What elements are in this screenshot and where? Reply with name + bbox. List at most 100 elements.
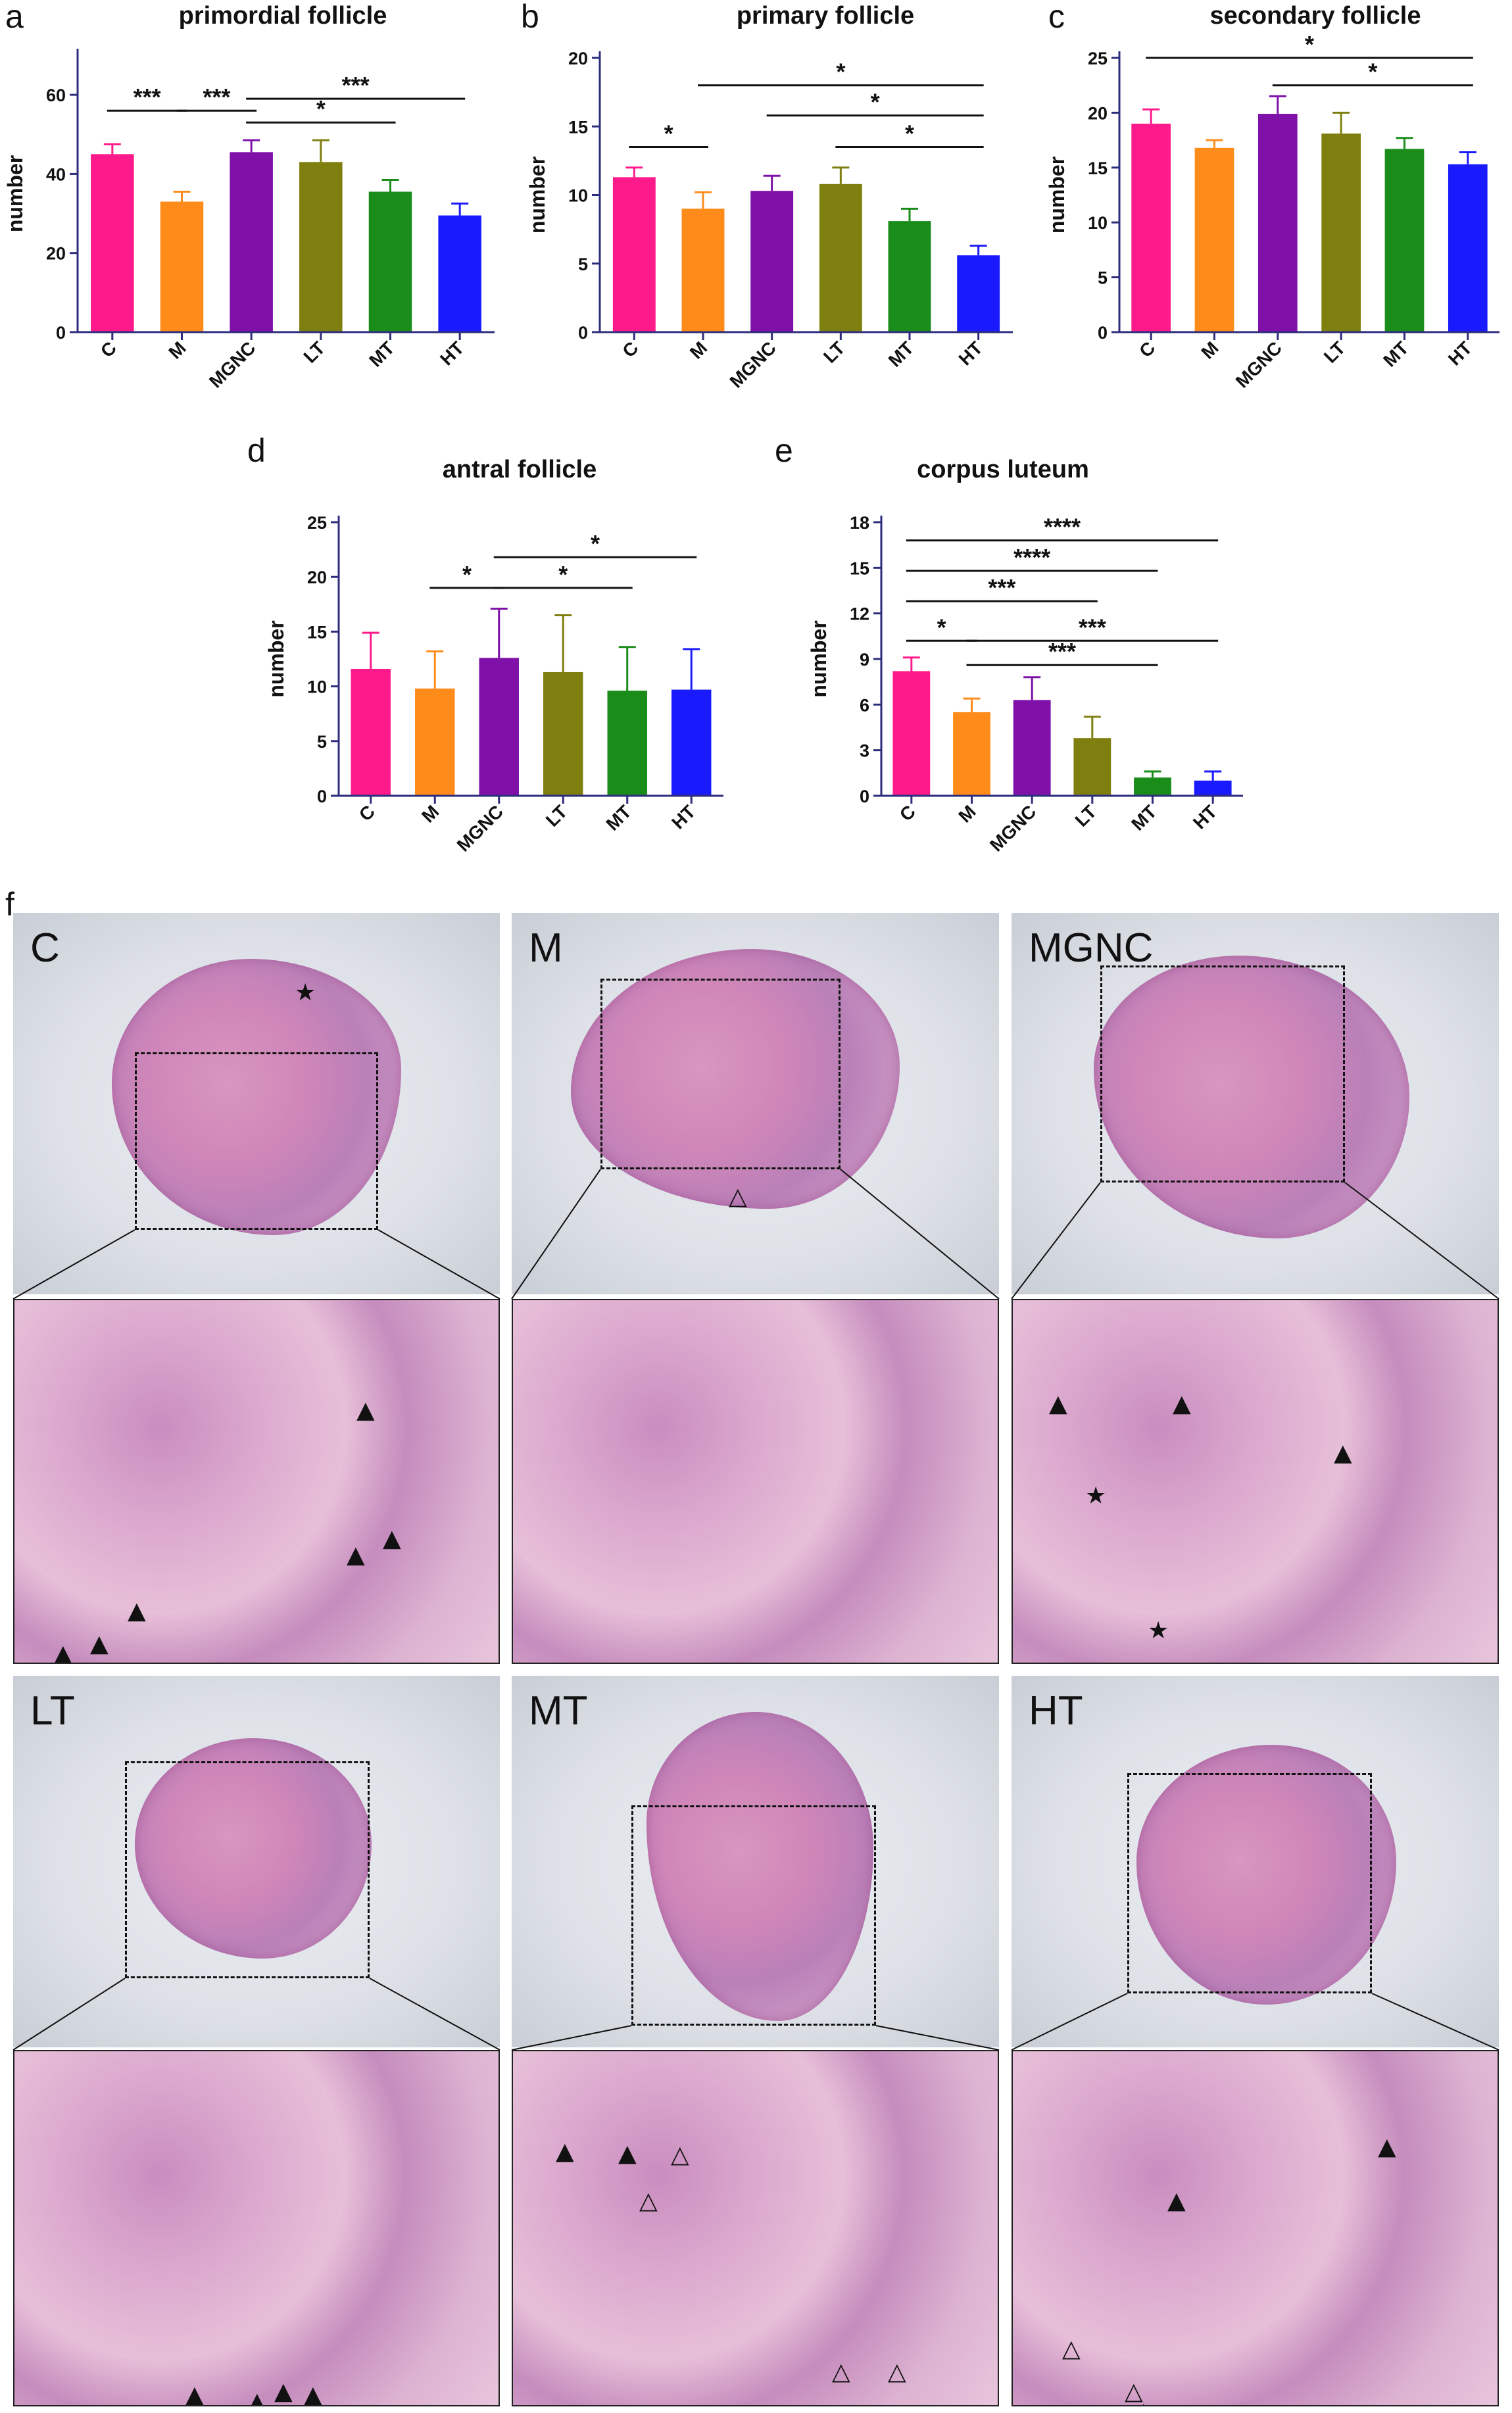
y-tick-label: 12 — [850, 604, 869, 624]
y-axis-label: number — [264, 620, 288, 697]
panel-label: LT — [30, 1688, 75, 1734]
significance-label: * — [1305, 31, 1314, 58]
x-tick-label: C — [355, 801, 379, 825]
x-tick-label: C — [896, 801, 919, 825]
follicle-triangle-marker: ▲ — [185, 2381, 204, 2406]
y-tick-label: 20 — [307, 568, 327, 587]
bar-mt — [1134, 777, 1171, 796]
x-tick-label: MT — [1379, 337, 1413, 371]
micrograph-overview-ht: HT — [1012, 1676, 1499, 2047]
micrograph-magnified-mt: ▲ ▲ △ △ △ △ — [512, 2050, 999, 2406]
x-tick-label: MGNC — [205, 337, 259, 391]
bar-mt — [368, 191, 412, 332]
x-tick-label: LT — [1320, 337, 1350, 367]
y-tick-label: 20 — [1088, 103, 1108, 123]
x-tick-label: LT — [819, 337, 849, 367]
significance-label: * — [905, 120, 914, 147]
significance-label: *** — [988, 574, 1015, 601]
x-tick-label: C — [97, 337, 120, 361]
significance-label: *** — [203, 84, 230, 110]
corpus-luteum-star-marker: ★ — [295, 979, 316, 1006]
bar-m — [415, 688, 455, 796]
y-tick-label: 6 — [860, 695, 869, 715]
follicle-triangle-marker: ▲ — [54, 1640, 72, 1664]
significance-label: **** — [1013, 544, 1050, 571]
significance-label: * — [871, 89, 880, 116]
bar-mgnc — [479, 658, 519, 796]
x-tick-label: MT — [365, 337, 399, 371]
x-tick-label: MT — [885, 337, 918, 371]
follicle-triangle-marker: ▲ — [1049, 1390, 1067, 1417]
bar-c — [612, 177, 656, 332]
micrograph-magnified-lt: ▲ ▲ ▲ ▲ — [13, 2050, 500, 2406]
y-tick-label: 20 — [46, 244, 66, 264]
y-tick-label: 10 — [568, 186, 588, 206]
y-axis-label: number — [807, 620, 831, 697]
bar-lt — [819, 183, 862, 332]
bar-c — [351, 668, 391, 796]
chart-title: secondary follicle — [1209, 2, 1421, 30]
bar-lt — [1321, 134, 1361, 333]
follicle-triangle-marker: ▲ — [90, 1630, 109, 1657]
y-tick-label: 15 — [1088, 158, 1108, 178]
x-tick-label: MGNC — [1232, 337, 1286, 391]
follicle-triangle-marker: ▲ — [1167, 2187, 1186, 2214]
panel-label: MT — [529, 1688, 588, 1734]
zoom-region-box — [125, 1761, 370, 1978]
y-tick-label: 0 — [1098, 323, 1108, 343]
panel-letter-e: e — [775, 432, 793, 469]
significance-label: * — [836, 59, 845, 85]
significance-label: **** — [1044, 514, 1081, 541]
significance-label: *** — [1048, 638, 1076, 665]
significance-label: *** — [1079, 614, 1106, 641]
y-axis-label: number — [525, 157, 549, 233]
x-tick-label: HT — [436, 337, 468, 369]
panel-letter-c: c — [1048, 0, 1065, 35]
y-tick-label: 5 — [1098, 268, 1108, 288]
bar-m — [160, 201, 204, 332]
follicle-triangle-marker: ▲ — [304, 2381, 322, 2406]
x-tick-label: MT — [602, 801, 635, 835]
atretic-follicle-open-triangle-marker: △ — [671, 2141, 689, 2168]
micrograph-magnified-c: ▲ ▲ ▲ ▲ ▲ ▲ — [13, 1299, 500, 1664]
y-tick-label: 15 — [307, 622, 327, 642]
bar-mgnc — [1013, 700, 1051, 796]
follicle-triangle-marker: ▲ — [347, 1542, 365, 1569]
x-tick-label: C — [618, 337, 642, 361]
x-tick-label: MT — [1127, 801, 1161, 835]
x-tick-label: LT — [1071, 801, 1100, 831]
chart-title: primordial follicle — [179, 2, 387, 30]
bar-ht — [438, 215, 481, 332]
follicle-triangle-marker: ▲ — [1378, 2133, 1396, 2160]
bar-mt — [607, 691, 647, 796]
bar-m — [1194, 147, 1234, 332]
ovary-tissue — [135, 1738, 372, 1959]
atretic-follicle-open-triangle-marker: △ — [888, 2358, 906, 2385]
y-tick-label: 25 — [307, 513, 327, 533]
y-tick-label: 15 — [568, 117, 588, 137]
follicle-triangle-marker: ▲ — [1173, 1390, 1191, 1417]
x-tick-label: LT — [299, 337, 329, 367]
y-tick-label: 60 — [46, 85, 66, 105]
x-tick-label: HT — [955, 337, 987, 369]
micrograph-overview-mt: MT — [512, 1676, 999, 2047]
x-tick-label: M — [954, 801, 979, 826]
y-axis-label: number — [3, 155, 27, 232]
y-tick-label: 40 — [46, 164, 66, 184]
panel-letter-b: b — [521, 0, 539, 35]
micrograph-magnified-mgnc: ▲ ▲ ▲ ★ ★ — [1012, 1299, 1499, 1664]
bar-c — [892, 671, 931, 796]
micrograph-overview-mgnc: MGNC — [1012, 913, 1499, 1294]
y-tick-label: 5 — [578, 255, 588, 274]
ovary-tissue — [112, 959, 401, 1235]
significance-label: *** — [134, 84, 161, 110]
bar-mgnc — [750, 191, 794, 332]
bar-c — [1131, 124, 1171, 332]
panel-letter-f: f — [5, 886, 14, 923]
chart-title: primary follicle — [737, 2, 914, 30]
atretic-follicle-open-triangle-marker: △ — [1062, 2335, 1081, 2362]
bar-mt — [888, 221, 931, 332]
significance-label: * — [591, 530, 600, 557]
chart-primordial-follicle: primordial follicle number 0 20 40 60 C M MGNC LT… — [3, 2, 495, 392]
